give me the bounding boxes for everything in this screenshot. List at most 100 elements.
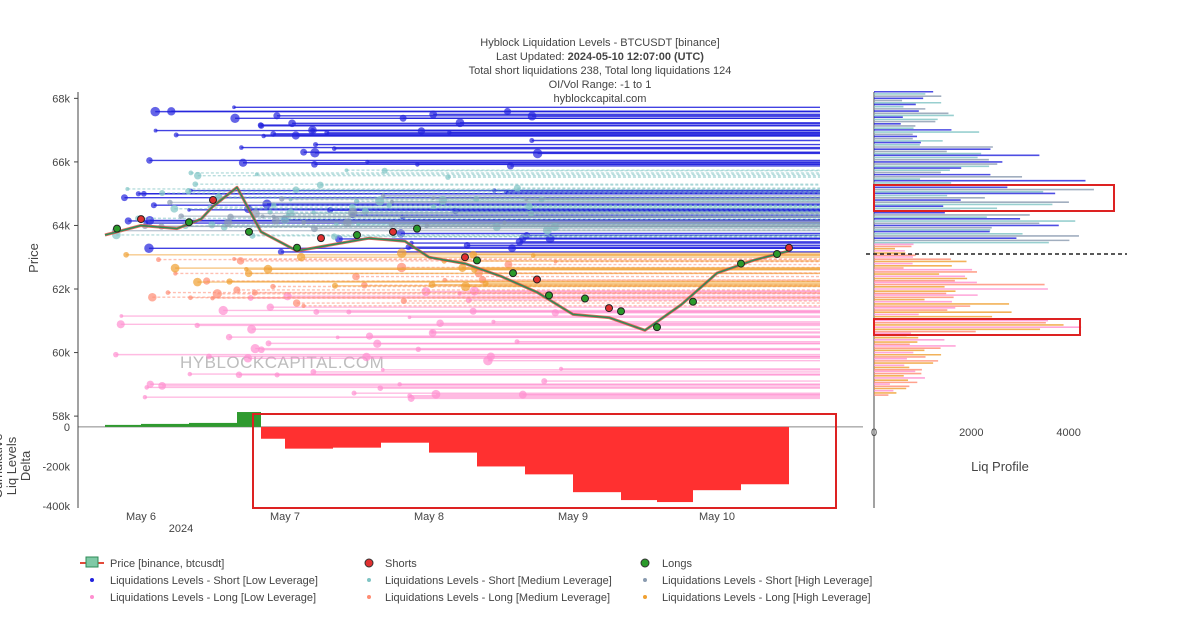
liq-level-dot (271, 216, 280, 225)
last-updated-label: Last Updated: (496, 51, 568, 63)
legend-long-high-label: Liquidations Levels - Long [High Leverag… (662, 592, 871, 604)
longs-marker (737, 259, 745, 268)
liq-profile-panel: 0 2000 4000 (866, 90, 1127, 508)
liq-level-dot (508, 244, 517, 253)
delta-negative-segment (477, 426, 525, 467)
liq-level-dot (206, 353, 212, 360)
liq-level-dot (316, 181, 324, 189)
legend-short-medium-label: Liquidations Levels - Short [Medium Leve… (385, 575, 612, 587)
liq-level-dot (430, 330, 434, 334)
delta-negative-segment (573, 426, 621, 493)
liq-level-dot (260, 214, 265, 219)
liq-series-1 (121, 105, 820, 256)
shorts-marker (785, 243, 793, 252)
delta-panel: 0 -200k -400k CumulativeLiq LevelsDelta (0, 412, 863, 513)
delta-axis-title-line: Liq Levels (4, 436, 19, 495)
legend-item-price[interactable]: Price [binance, btcusdt] (80, 556, 224, 570)
legend-item-longs[interactable]: Longs (640, 558, 692, 570)
liq-level-dot (288, 119, 296, 128)
delta-tick-label: -400k (42, 501, 70, 513)
liq-level-dot (273, 112, 281, 120)
liq-level-dot (178, 213, 184, 219)
liq-level-dot (192, 181, 199, 188)
legend-item-short-high[interactable]: Liquidations Levels - Short [High Levera… (643, 575, 872, 587)
liq-level-dot (235, 371, 243, 379)
liq-level-dot (447, 130, 452, 135)
liq-level-dot (445, 174, 451, 180)
legend-item-long-high[interactable]: Liquidations Levels - Long [High Leverag… (643, 592, 871, 604)
legend-item-short-low[interactable]: Liquidations Levels - Short [Low Leverag… (90, 575, 318, 587)
legend-shorts-swatch (364, 558, 374, 568)
legend-price-label: Price [binance, btcusdt] (110, 558, 224, 570)
liq-level-dot (270, 202, 277, 209)
liq-profile-axis-title: Liq Profile (971, 459, 1029, 474)
liq-level-dot (167, 107, 176, 116)
liq-level-dot (250, 344, 260, 354)
legend-long-medium-label: Liquidations Levels - Long [Medium Lever… (385, 592, 610, 604)
liq-level-dot (140, 190, 147, 197)
liq-level-dot (247, 324, 257, 334)
delta-axis-title: CumulativeLiq LevelsDelta (0, 433, 33, 498)
liq-level-dot (324, 130, 330, 136)
delta-axis-title-line: Cumulative (0, 433, 5, 498)
legend-item-shorts[interactable]: Shorts (364, 558, 417, 570)
title-line-3: Total short liquidations 238, Total long… (469, 65, 732, 77)
liq-level-dot (270, 131, 277, 137)
liq-level-dot (158, 382, 167, 390)
liq-level-dot (265, 340, 272, 347)
liq-level-dot (167, 199, 173, 206)
profile-tick-label: 4000 (1056, 427, 1080, 439)
delta-positive-segment (105, 424, 141, 427)
legend-short-low-label: Liquidations Levels - Short [Low Leverag… (110, 575, 318, 587)
liq-level-dot (352, 272, 360, 281)
liq-level-dot (292, 299, 301, 307)
delta-axis-title-line: Delta (18, 450, 33, 481)
liq-level-dot (335, 335, 340, 340)
shorts-longs-markers (113, 196, 793, 332)
price-y-axis: 58k 60k 62k 64k 66k 68k (52, 92, 79, 432)
liq-series-4 (113, 286, 820, 402)
liq-level-dot (491, 319, 496, 324)
legend-item-long-medium[interactable]: Liquidations Levels - Long [Medium Lever… (367, 592, 610, 604)
liq-level-dot (292, 186, 300, 194)
legend-item-long-low[interactable]: Liquidations Levels - Long [Low Leverage… (90, 592, 316, 604)
chart-title-block: Hyblock Liquidation Levels - BTCUSDT [bi… (469, 37, 732, 105)
liq-level-dot (431, 389, 441, 399)
longs-marker (545, 291, 553, 300)
liq-level-dot (397, 382, 402, 387)
liq-level-dot (173, 132, 179, 138)
liq-level-dot (125, 186, 130, 191)
legend-item-short-medium[interactable]: Liquidations Levels - Short [Medium Leve… (367, 575, 612, 587)
shorts-marker (389, 227, 397, 236)
liq-level-dot (226, 278, 233, 285)
liq-level-dot (159, 190, 166, 197)
liq-level-dot (397, 248, 407, 258)
title-line-1: Hyblock Liquidation Levels - BTCUSDT [bi… (480, 37, 719, 49)
liq-level-dot (331, 282, 338, 289)
title-line-5: hyblockcapital.com (554, 93, 647, 105)
liq-level-dot (123, 251, 129, 258)
liq-level-dot (212, 289, 222, 299)
delta-tick-label: 0 (64, 422, 70, 434)
liq-series-3 (111, 193, 820, 234)
longs-marker (185, 218, 193, 227)
liq-level-dot (344, 168, 349, 173)
liq-level-dot (254, 172, 259, 177)
liq-level-dot (150, 106, 161, 117)
liq-level-dot (208, 221, 216, 229)
x-tick-label: May 7 (270, 511, 300, 523)
longs-marker (293, 243, 301, 252)
liq-level-dot (232, 105, 236, 110)
price-tick-label: 68k (52, 93, 70, 105)
liq-level-dot (279, 196, 285, 202)
liq-level-dot (529, 137, 535, 144)
liq-level-dot (310, 128, 316, 134)
liq-level-dot (144, 243, 154, 253)
liq-level-dot (310, 225, 318, 233)
liq-level-dot (530, 253, 536, 258)
title-line-4: OI/Vol Range: -1 to 1 (549, 79, 652, 91)
longs-marker (113, 224, 121, 233)
legend-longs-label: Longs (662, 558, 692, 570)
liq-level-dot (146, 380, 154, 388)
shorts-marker (137, 215, 145, 224)
